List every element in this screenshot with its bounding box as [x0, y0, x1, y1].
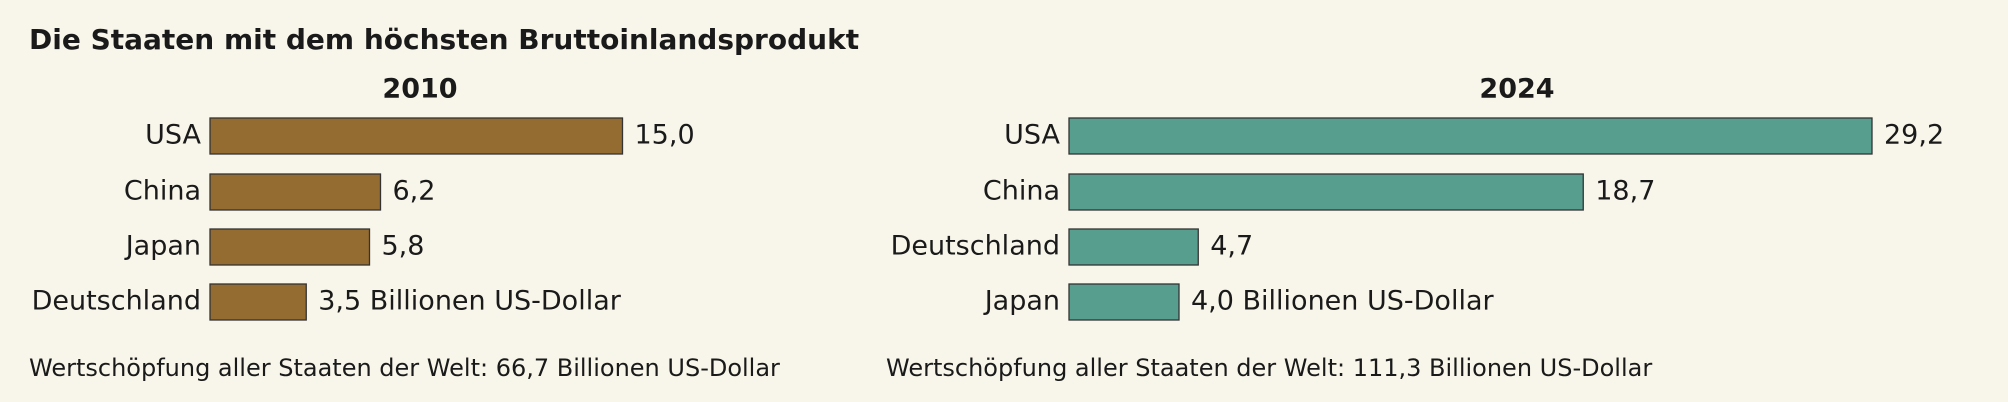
bar [1068, 117, 1873, 155]
bar [1068, 173, 1584, 211]
bar [209, 173, 382, 211]
value-label: 29,2 [1884, 120, 1944, 151]
bar [1068, 228, 1199, 266]
chart-title: 2024 [1479, 74, 1554, 105]
value-label: 5,8 [382, 231, 425, 262]
footnote: Wertschöpfung aller Staaten der Welt: 11… [886, 354, 1652, 382]
category-label: USA [1004, 120, 1060, 151]
chart-title: 2010 [382, 74, 457, 105]
page-title: Die Staaten mit dem höchsten Bruttoinlan… [29, 23, 859, 56]
bar [1068, 283, 1180, 321]
category-label: Japan [983, 286, 1060, 317]
value-label: 4,0 Billionen US-Dollar [1191, 286, 1494, 317]
category-label: Deutschland [891, 231, 1060, 262]
category-label: China [983, 176, 1060, 207]
bar [209, 117, 624, 155]
category-label: USA [145, 120, 201, 151]
category-label: Japan [124, 231, 201, 262]
value-label: 4,7 [1210, 231, 1253, 262]
value-label: 18,7 [1595, 176, 1655, 207]
category-label: China [124, 176, 201, 207]
category-label: Deutschland [32, 286, 201, 317]
bar [209, 283, 307, 321]
bar [209, 228, 371, 266]
value-label: 15,0 [635, 120, 695, 151]
footnote: Wertschöpfung aller Staaten der Welt: 66… [29, 354, 780, 382]
value-label: 6,2 [393, 176, 436, 207]
value-label: 3,5 Billionen US-Dollar [318, 286, 621, 317]
